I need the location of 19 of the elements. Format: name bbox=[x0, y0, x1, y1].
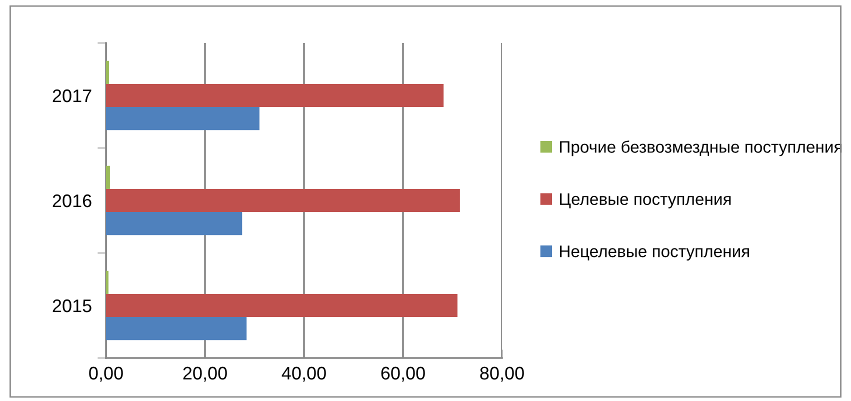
bar bbox=[106, 317, 247, 340]
bar bbox=[106, 188, 460, 212]
bar bbox=[106, 212, 242, 236]
x-tick-label: 0,00 bbox=[89, 366, 123, 382]
y-tick-label: 2017 bbox=[52, 89, 92, 102]
bar bbox=[106, 294, 458, 318]
bar bbox=[106, 60, 109, 84]
bar bbox=[106, 84, 444, 108]
legend-label: Прочие безвозмездные поступления bbox=[560, 140, 842, 156]
legend-label: Нецелевые поступления bbox=[560, 246, 749, 261]
bar bbox=[106, 107, 260, 130]
legend-label: Целевые поступления bbox=[560, 193, 731, 208]
x-tick-label: 80,00 bbox=[480, 366, 524, 382]
y-tick-label: 2016 bbox=[52, 194, 92, 208]
y-tick-label: 2015 bbox=[52, 299, 92, 312]
x-tick-label: 40,00 bbox=[282, 366, 326, 382]
x-tick-label: 60,00 bbox=[381, 366, 425, 382]
bar bbox=[106, 166, 110, 189]
x-tick-label: 20,00 bbox=[183, 366, 227, 382]
